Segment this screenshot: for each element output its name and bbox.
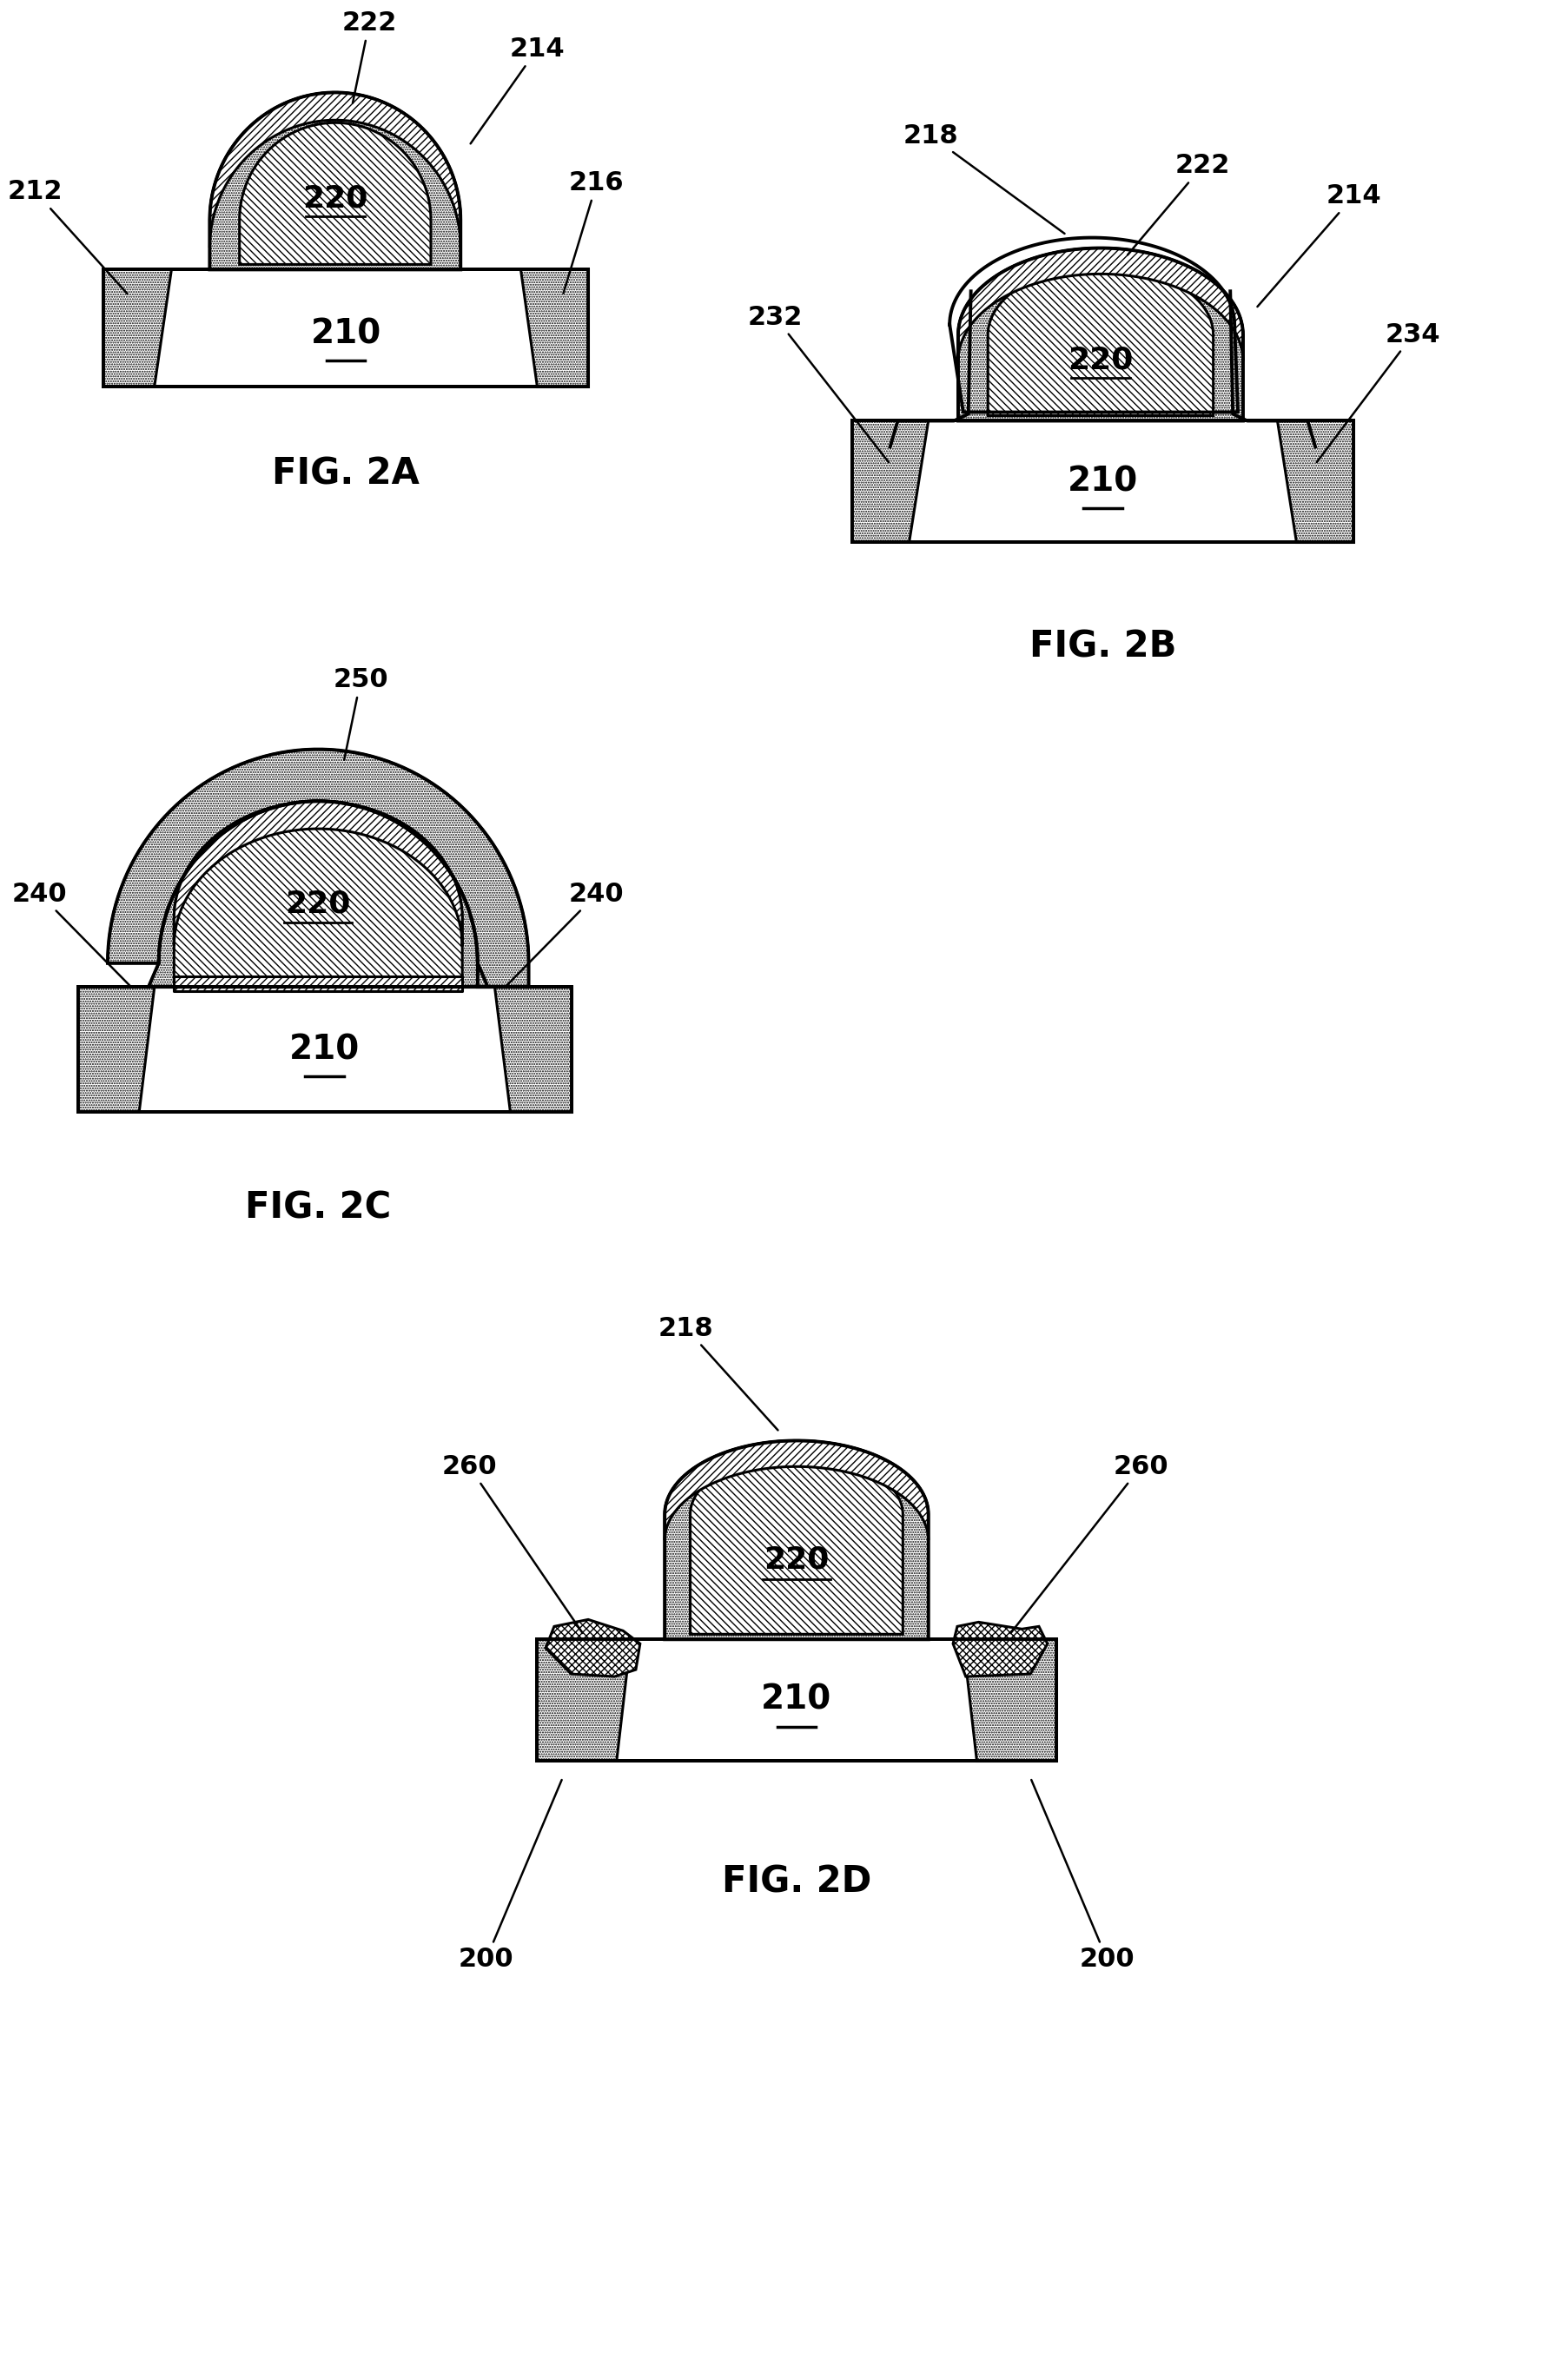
- Polygon shape: [108, 748, 528, 987]
- Text: 212: 212: [8, 179, 127, 293]
- Text: 220: 220: [764, 1544, 829, 1575]
- Text: 220: 220: [285, 890, 351, 918]
- Text: 214: 214: [1258, 184, 1381, 307]
- Text: 234: 234: [1317, 321, 1441, 463]
- Text: 240: 240: [505, 881, 624, 987]
- Polygon shape: [546, 1620, 640, 1676]
- Polygon shape: [174, 800, 463, 947]
- Text: 220: 220: [1068, 345, 1134, 375]
- Polygon shape: [538, 1639, 630, 1761]
- Polygon shape: [690, 1454, 903, 1634]
- Text: 210: 210: [760, 1683, 833, 1716]
- Text: 200: 200: [1032, 1780, 1135, 1971]
- Polygon shape: [240, 123, 431, 264]
- Text: 218: 218: [659, 1315, 778, 1431]
- Polygon shape: [210, 92, 461, 269]
- Bar: [103, 269, 588, 387]
- Bar: [103, 269, 588, 387]
- Text: 222: 222: [1127, 153, 1231, 255]
- Text: 260: 260: [442, 1454, 583, 1634]
- Text: FIG. 2B: FIG. 2B: [1029, 628, 1176, 666]
- Text: 232: 232: [748, 305, 889, 463]
- Polygon shape: [174, 800, 463, 980]
- Polygon shape: [1276, 420, 1353, 541]
- Polygon shape: [103, 269, 171, 387]
- Text: FIG. 2C: FIG. 2C: [245, 1190, 392, 1225]
- Text: 216: 216: [563, 170, 624, 293]
- Polygon shape: [953, 1622, 1047, 1676]
- Polygon shape: [963, 1639, 1055, 1761]
- Polygon shape: [851, 420, 928, 541]
- Polygon shape: [958, 248, 1243, 361]
- Text: 214: 214: [470, 38, 564, 144]
- Text: 260: 260: [1011, 1454, 1168, 1634]
- Polygon shape: [988, 267, 1214, 416]
- Text: 240: 240: [13, 881, 132, 987]
- Bar: [78, 987, 571, 1112]
- Bar: [538, 1639, 1055, 1761]
- Text: 210: 210: [310, 316, 381, 349]
- Text: 200: 200: [458, 1780, 561, 1971]
- Text: 250: 250: [332, 668, 389, 760]
- Polygon shape: [149, 800, 488, 987]
- Bar: [851, 420, 1353, 541]
- Text: 222: 222: [342, 12, 397, 104]
- Polygon shape: [494, 987, 571, 1112]
- Text: 218: 218: [903, 123, 1065, 234]
- Text: FIG. 2A: FIG. 2A: [271, 456, 420, 491]
- Text: FIG. 2D: FIG. 2D: [721, 1865, 872, 1901]
- Bar: [851, 420, 1353, 541]
- Text: 210: 210: [289, 1034, 359, 1067]
- Text: 210: 210: [1068, 465, 1138, 498]
- Polygon shape: [665, 1440, 928, 1539]
- Bar: [538, 1639, 1055, 1761]
- Polygon shape: [78, 987, 155, 1112]
- Polygon shape: [665, 1440, 928, 1639]
- Polygon shape: [210, 92, 461, 248]
- Bar: [78, 987, 571, 1112]
- Text: 220: 220: [303, 184, 368, 212]
- Polygon shape: [521, 269, 588, 387]
- Polygon shape: [958, 248, 1243, 420]
